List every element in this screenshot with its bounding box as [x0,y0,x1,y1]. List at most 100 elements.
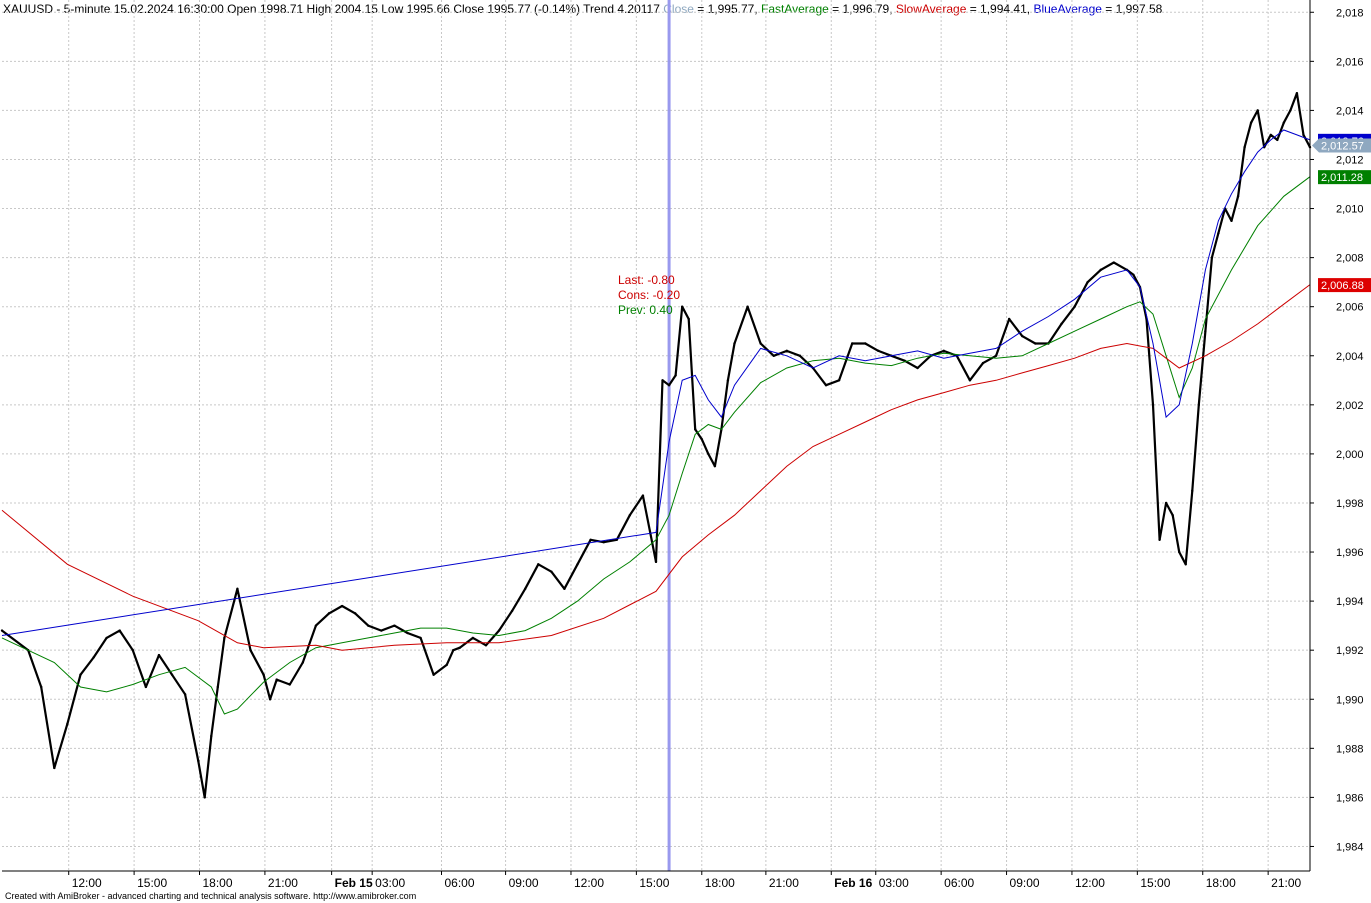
y-tick-label-12: 2,008 [1336,253,1364,265]
close-point-68 [772,354,775,357]
close-point-119 [1282,121,1286,124]
close-point-32 [393,624,396,627]
close-point-10 [144,685,148,689]
close-point-94 [1112,261,1116,264]
close-point-62 [713,464,717,468]
series-blueaverage-line [1,129,1311,636]
close-point-106 [1197,403,1201,407]
close-point-19 [236,587,239,591]
close-point-44 [537,563,540,566]
close-price-tag: 2,012.57 [1312,138,1371,153]
grid-lines [2,0,1310,871]
series-slowaverage-line [1,284,1311,651]
close-point-93 [1099,268,1102,272]
close-point-115 [1256,109,1259,112]
close-point-107 [1204,330,1207,333]
close-point-118 [1276,138,1279,142]
close-point-108 [1210,256,1214,259]
y-tick-label-10: 2,004 [1336,351,1364,363]
close-point-99 [1151,403,1155,407]
close-point-76 [877,349,880,353]
close-point-58 [687,317,690,321]
close-point-83 [968,379,972,382]
close-point-92 [1086,280,1089,284]
close-point-42 [510,609,514,613]
close-point-13 [183,693,187,696]
close-point-79 [916,366,919,370]
close-point-59 [694,428,697,431]
close-point-30 [367,624,370,627]
close-point-37 [452,648,455,652]
close-point-27 [327,612,331,615]
close-point-101 [1164,501,1168,505]
close-point-112 [1236,195,1240,198]
y-tick-label-5: 1,994 [1336,596,1364,608]
close-point-117 [1269,133,1272,137]
close-candles [0,92,1312,799]
x-tick-label-14: 06:00 [944,876,974,890]
close-point-86 [1007,317,1011,321]
y-tick-label-1: 1,986 [1336,792,1364,804]
y-tick-label-11: 2,006 [1336,302,1364,314]
series-close-line [1,92,1311,799]
x-tick-label-19: 21:00 [1271,876,1301,890]
slow-average-tag-bg [1318,278,1371,293]
y-tick-label-17: 2,018 [1336,7,1364,19]
x-tick-label-15: 09:00 [1010,876,1040,890]
y-tick-label-6: 1,996 [1336,547,1364,559]
x-tick-label-5: 03:00 [375,876,405,890]
close-point-55 [667,384,671,387]
close-price-tag-label: 2,012.57 [1321,140,1364,152]
close-point-104 [1184,563,1187,566]
close-point-35 [432,673,435,676]
x-axis-ticks: 12:00 15:00 18:00 21:00 Feb 15 03:00 06:00 09:0… [68,871,1301,890]
close-point-57 [680,305,684,308]
close-point-22 [268,698,272,701]
header-part-5: SlowAverage [895,2,967,16]
close-point-64 [726,379,730,382]
close-point-4 [66,722,69,725]
y-tick-label-9: 2,002 [1336,400,1364,412]
x-tick-label-4: Feb 15 [335,876,373,890]
close-point-91 [1073,305,1076,308]
y-tick-label-4: 1,992 [1336,645,1364,657]
series-fastaverage-line [1,176,1311,715]
x-tick-label-10: 18:00 [705,876,735,890]
close-point-8 [118,629,121,632]
close-point-38 [458,646,461,649]
close-point-41 [497,629,501,632]
close-point-3 [53,766,56,770]
fast-average-tag-bg [1318,170,1371,185]
close-point-96 [1132,273,1135,276]
close-point-103 [1178,550,1181,554]
annotation-last: Last: -0.80 [618,273,675,287]
x-tick-label-3: 21:00 [268,876,298,890]
y-tick-label-15: 2,014 [1336,105,1364,117]
close-point-18 [223,636,226,640]
fast-average-tag-label: 2,011.28 [1321,172,1363,184]
header-part-6: = 1,994.41, [966,2,1034,16]
x-tick-label-17: 15:00 [1140,876,1170,890]
close-point-120 [1289,109,1292,112]
close-point-48 [589,538,592,541]
close-point-29 [353,612,357,615]
close-point-66 [746,305,749,308]
close-point-56 [674,374,677,377]
x-tick-label-18: 18:00 [1206,876,1236,890]
y-tick-label-13: 2,010 [1336,204,1364,216]
close-point-74 [851,342,854,345]
close-point-28 [340,604,344,608]
close-point-113 [1243,146,1246,149]
x-tick-label-12: Feb 16 [834,876,872,890]
close-point-16 [210,734,213,738]
x-tick-label-13: 03:00 [879,876,909,890]
close-point-39 [471,636,475,640]
close-point-53 [654,560,658,564]
close-point-9 [131,648,134,652]
fast-average-tag: 2,011.28 [1318,170,1371,185]
slow-average-tag: 2,006.88 [1318,278,1371,293]
close-point-0 [0,629,4,632]
axes [2,0,1311,872]
x-tick-label-0: 12:00 [72,876,102,890]
